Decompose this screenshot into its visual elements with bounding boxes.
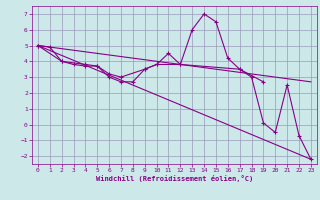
- X-axis label: Windchill (Refroidissement éolien,°C): Windchill (Refroidissement éolien,°C): [96, 175, 253, 182]
